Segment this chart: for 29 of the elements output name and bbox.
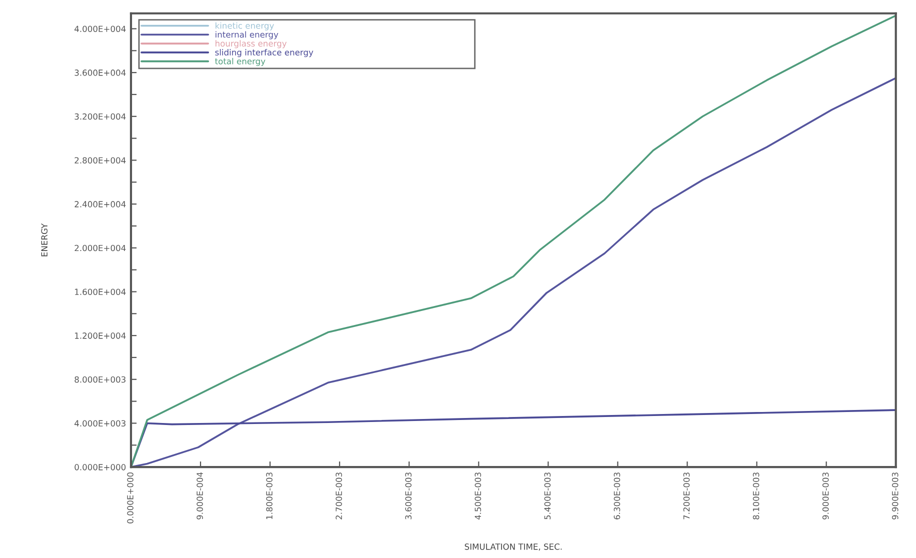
x-tick-label: 1.800E-003 [266, 472, 272, 520]
x-tick-label: 2.700E-003 [336, 472, 342, 520]
text: sliding interface energy [215, 49, 314, 58]
x-tick-label: 4.500E-003 [474, 472, 482, 520]
x-tick-label: 8.100E-003 [752, 472, 760, 520]
y-tick-label: 4.000E+003 [74, 420, 126, 426]
text: internal energy [216, 31, 278, 40]
x-tick-label: 3.600E-003 [405, 472, 412, 520]
y-tick-label: 8.000E+003 [74, 376, 126, 383]
x-axis-title: SIMULATION TIME, SEC. [464, 544, 562, 551]
x-tick-label: 7.200E-003 [683, 472, 690, 520]
y-tick-label: 3.200E+004 [74, 113, 126, 120]
x-tick-label: 9.900E-003 [892, 472, 898, 520]
y-tick-label: 1.600E+004 [75, 288, 126, 296]
legend-label: kinetic energy [216, 22, 274, 30]
x-tick-label: 5.400E-003 [544, 472, 551, 520]
text: total energy [215, 58, 266, 66]
x-tick-label: 6.300E-003 [614, 472, 620, 520]
y-axis-title: ENERGY [41, 223, 48, 256]
y-tick-label: 2.400E+004 [74, 201, 126, 208]
x-tick-label: 9.000E-004 [196, 472, 203, 520]
y-tick-label: 1.200E+004 [75, 332, 126, 339]
x-tick-label: 9.000E-003 [822, 472, 829, 520]
y-tick-label: 0.000E+000 [74, 464, 126, 470]
y-tick-label: 2.800E+004 [74, 157, 126, 164]
y-tick-label: 4.000E+004 [74, 26, 126, 32]
y-tick-label: 3.600E+004 [74, 70, 126, 76]
y-tick-label: 2.000E+004 [74, 244, 126, 252]
legend-label: hourglass energy [216, 40, 287, 48]
